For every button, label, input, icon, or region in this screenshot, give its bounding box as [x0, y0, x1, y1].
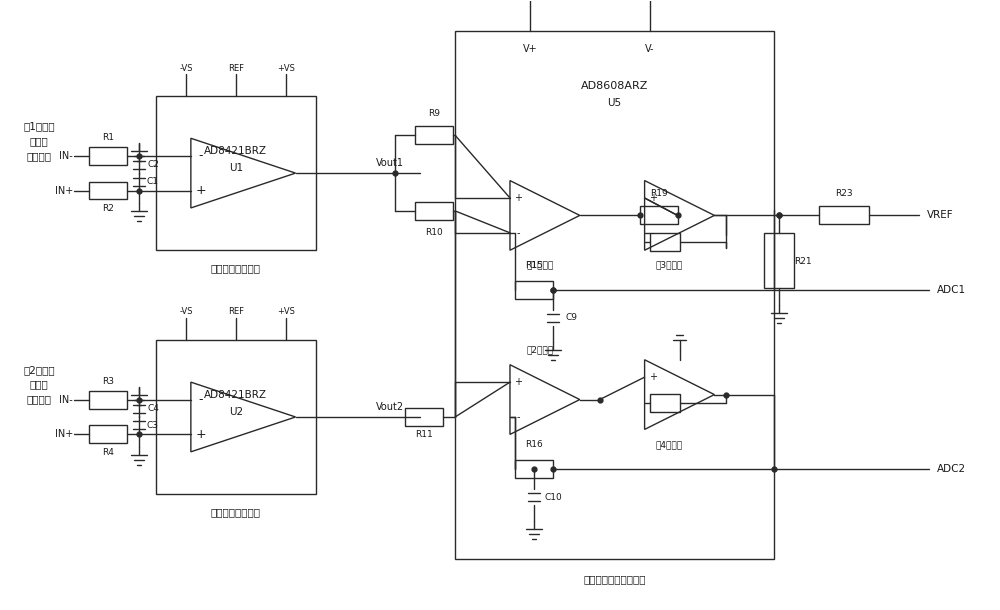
- Text: R1: R1: [102, 133, 114, 142]
- Bar: [650, 233, 680, 251]
- Text: -: -: [199, 149, 203, 162]
- Bar: [156, 340, 316, 494]
- Text: ADC2: ADC2: [937, 464, 966, 474]
- Text: C2: C2: [147, 160, 159, 169]
- Bar: [89, 390, 127, 409]
- Text: -VS: -VS: [179, 307, 193, 317]
- Text: R2: R2: [102, 204, 114, 213]
- Bar: [415, 126, 453, 144]
- Bar: [515, 461, 553, 478]
- Text: 差分输入: 差分输入: [27, 151, 52, 160]
- Bar: [89, 182, 127, 199]
- Text: IN+: IN+: [55, 429, 73, 439]
- Text: 差分输入: 差分输入: [27, 395, 52, 404]
- Text: V+: V+: [523, 44, 537, 54]
- Text: 四路轨到轨运算放大器: 四路轨到轨运算放大器: [583, 574, 646, 584]
- Text: AD8608ARZ: AD8608ARZ: [581, 81, 648, 91]
- Text: R21: R21: [794, 257, 812, 266]
- Bar: [89, 147, 127, 165]
- Text: R23: R23: [835, 189, 853, 198]
- Text: ADC1: ADC1: [937, 285, 966, 295]
- Text: 第4路运放: 第4路运放: [656, 440, 683, 449]
- Text: Vout1: Vout1: [376, 158, 404, 168]
- Text: C1: C1: [147, 177, 159, 186]
- Bar: [819, 206, 869, 224]
- Text: VREF: VREF: [927, 210, 953, 220]
- Text: +VS: +VS: [277, 307, 295, 317]
- Text: 第2路运放: 第2路运放: [526, 345, 553, 354]
- Text: IN+: IN+: [55, 185, 73, 196]
- Text: IN-: IN-: [59, 395, 73, 404]
- Text: +: +: [196, 428, 206, 441]
- Text: +: +: [514, 377, 522, 387]
- Text: 传感器: 传感器: [30, 379, 49, 390]
- Text: U2: U2: [229, 406, 243, 417]
- Text: 传感器: 传感器: [30, 136, 49, 146]
- Text: +: +: [514, 193, 522, 203]
- Text: U5: U5: [608, 98, 622, 108]
- Text: R16: R16: [525, 440, 543, 449]
- Text: R4: R4: [102, 448, 114, 457]
- Text: Vout2: Vout2: [376, 402, 404, 412]
- Text: R9: R9: [428, 109, 440, 118]
- Bar: [764, 234, 794, 288]
- Text: +: +: [649, 372, 657, 382]
- Text: REF: REF: [228, 307, 244, 317]
- Bar: [515, 281, 553, 299]
- Text: 低功耗仪表放大器: 低功耗仪表放大器: [211, 263, 261, 273]
- Text: C3: C3: [147, 421, 159, 430]
- Text: -: -: [516, 228, 520, 238]
- Text: R15: R15: [525, 260, 543, 270]
- Text: C9: C9: [566, 314, 578, 323]
- Text: R11: R11: [415, 431, 433, 439]
- Text: C10: C10: [545, 493, 563, 501]
- Text: 第2路外部: 第2路外部: [23, 365, 55, 375]
- Bar: [89, 425, 127, 443]
- Text: +VS: +VS: [277, 63, 295, 73]
- Text: R10: R10: [425, 228, 443, 237]
- Text: 第1路运放: 第1路运放: [526, 260, 554, 270]
- Bar: [405, 408, 443, 426]
- Text: AD8421BRZ: AD8421BRZ: [204, 390, 267, 400]
- Text: -: -: [651, 228, 654, 238]
- Text: R19: R19: [650, 189, 667, 198]
- Text: V-: V-: [645, 44, 654, 54]
- Text: 第3路运放: 第3路运放: [656, 260, 683, 270]
- Text: +: +: [649, 193, 657, 203]
- Text: U1: U1: [229, 163, 243, 173]
- Text: REF: REF: [228, 63, 244, 73]
- Bar: [640, 206, 678, 224]
- Bar: [156, 96, 316, 250]
- Bar: [650, 394, 680, 412]
- Text: R3: R3: [102, 377, 114, 386]
- Text: -VS: -VS: [179, 63, 193, 73]
- Text: C4: C4: [147, 404, 159, 413]
- Text: -: -: [199, 393, 203, 406]
- Text: -: -: [651, 407, 654, 417]
- Bar: [455, 31, 774, 559]
- Text: -: -: [516, 412, 520, 422]
- Text: 第1路外部: 第1路外部: [23, 121, 55, 131]
- Text: 低功耗仪表放大器: 低功耗仪表放大器: [211, 507, 261, 517]
- Bar: [415, 202, 453, 220]
- Text: IN-: IN-: [59, 151, 73, 160]
- Text: +: +: [196, 184, 206, 197]
- Text: AD8421BRZ: AD8421BRZ: [204, 146, 267, 156]
